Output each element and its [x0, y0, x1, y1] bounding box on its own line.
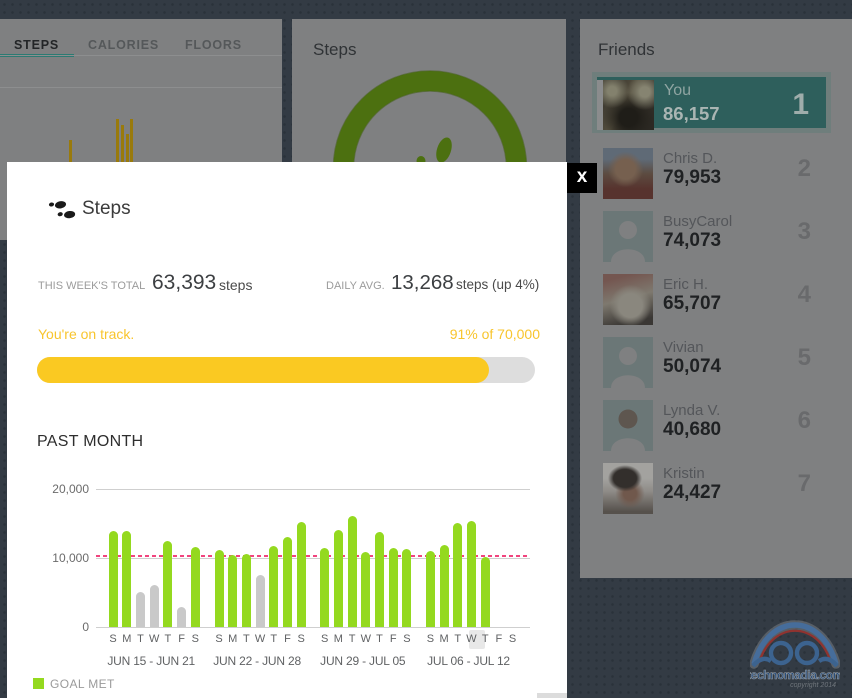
svg-text:technomadia.com: technomadia.com [750, 668, 840, 682]
svg-text:copyright 2014: copyright 2014 [790, 682, 836, 689]
